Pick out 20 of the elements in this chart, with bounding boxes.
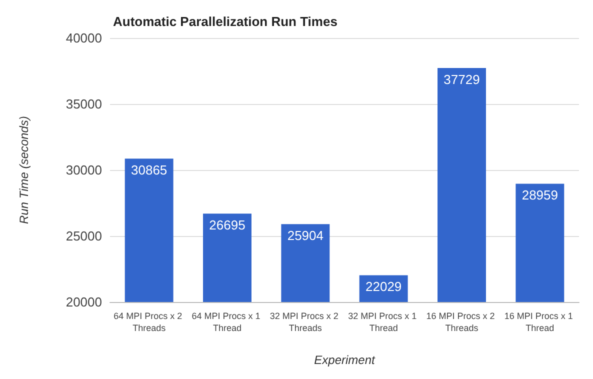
x-tick-label: 16 MPI Procs x 2 Threads <box>426 311 498 333</box>
chart-title: Automatic Parallelization Run Times <box>113 14 338 29</box>
data-label: 22029 <box>366 279 402 294</box>
y-tick-label: 25000 <box>66 228 102 244</box>
y-tick-label: 35000 <box>66 96 102 112</box>
data-label: 26695 <box>209 218 246 233</box>
x-tick-label: 64 MPI Procs x 2 Threads <box>114 311 185 333</box>
y-tick-label: 20000 <box>66 294 102 310</box>
x-tick-label: 32 MPI Procs x 2 Threads <box>270 311 341 333</box>
x-tick-label: 16 MPI Procs x 1 Thread <box>504 311 576 333</box>
x-axis-title: Experiment <box>314 353 376 367</box>
x-tick-label: 32 MPI Procs x 1 Thread <box>348 311 420 333</box>
data-label: 37729 <box>444 72 480 87</box>
data-label: 30865 <box>131 162 168 178</box>
y-tick-label: 40000 <box>66 30 102 46</box>
data-label: 28959 <box>522 188 558 203</box>
y-axis-title: Run Time (seconds) <box>17 116 31 224</box>
x-tick-label: 64 MPI Procs x 1 Thread <box>192 311 263 333</box>
data-label: 25904 <box>287 228 324 244</box>
y-tick-label: 30000 <box>66 162 102 178</box>
